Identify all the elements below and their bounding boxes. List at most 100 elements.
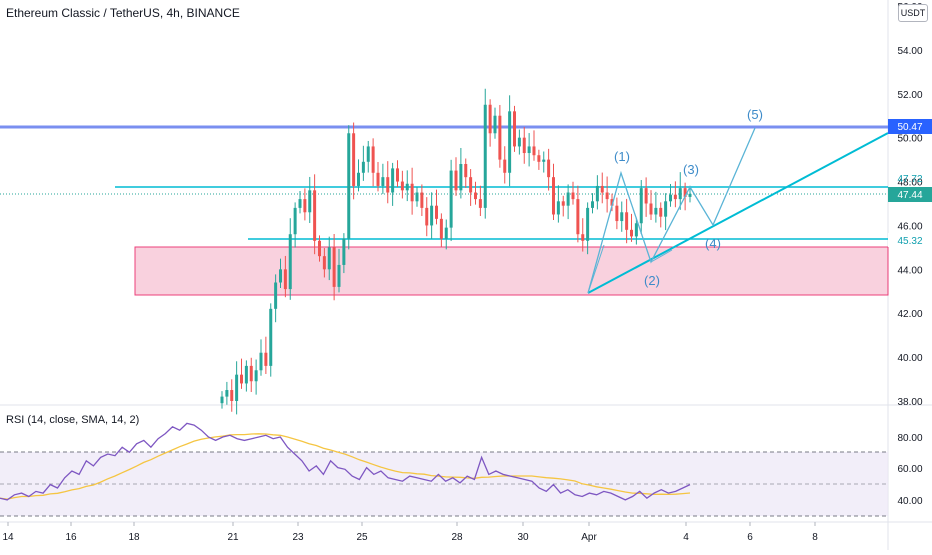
price-tick-label: 50.00: [897, 134, 922, 145]
candle-body: [517, 137, 521, 147]
candle-body: [552, 177, 555, 215]
rsi-sma-line: [0, 433, 691, 500]
currency-badge[interactable]: USDT: [898, 4, 928, 22]
candle-body: [391, 168, 395, 193]
time-axis[interactable]: 14 16 18 21 23 25 28 30 Apr 4 6 8: [2, 522, 818, 543]
candle-body: [474, 192, 477, 200]
elliott-wave-path[interactable]: [587, 127, 756, 294]
candle-body: [225, 390, 229, 397]
price-tick-label: 42.00: [897, 309, 922, 320]
price-tick-label: 44.00: [897, 265, 922, 276]
candle-body: [610, 199, 614, 206]
candle-body: [532, 146, 536, 156]
price-pane[interactable]: [0, 0, 888, 405]
candle-body: [342, 238, 346, 265]
candle-body: [503, 159, 507, 173]
price-marker-4744: 47.44: [888, 187, 932, 202]
rsi-indicator-title[interactable]: RSI (14, close, SMA, 14, 2): [6, 414, 140, 426]
ascending-trendline[interactable]: [587, 132, 889, 294]
time-tick-label: 23: [292, 532, 304, 543]
candle-body: [449, 170, 453, 228]
candle-body: [556, 201, 560, 215]
svg-text:47.44: 47.44: [897, 190, 922, 201]
candle-body: [337, 264, 341, 287]
time-tick-label: 21: [227, 532, 239, 543]
rsi-line: [0, 422, 691, 501]
candle-body: [235, 374, 239, 401]
wave-helper-2: [650, 249, 673, 263]
candles: [220, 88, 692, 415]
wave-label-4: (4): [705, 236, 721, 251]
price-tick-label: 52.00: [897, 90, 922, 101]
candle-body: [586, 207, 590, 241]
rsi-axis-label-40: 40.00: [897, 496, 922, 507]
candle-body: [498, 115, 502, 160]
candle-body: [634, 223, 638, 237]
candle-body: [371, 146, 375, 173]
price-tick-label: 40.00: [897, 353, 922, 364]
time-tick-label: 30: [517, 532, 529, 543]
candle-body: [547, 159, 551, 178]
candle-body: [332, 247, 336, 287]
time-tick-label: 16: [65, 532, 77, 543]
candle-body: [318, 240, 321, 257]
candle-body: [361, 161, 365, 173]
time-tick-label: 25: [356, 532, 368, 543]
price-axis[interactable]: 56.0054.0052.0050.0048.0046.0044.0042.00…: [897, 2, 922, 408]
candle-body: [615, 205, 619, 222]
price-marker-5047: 50.47: [888, 119, 932, 134]
candle-body: [264, 352, 268, 366]
price-marker-4532: 45.32: [888, 233, 932, 247]
candle-body: [625, 212, 629, 230]
candle-body: [664, 201, 668, 217]
candle-body: [678, 188, 682, 200]
candle-body: [420, 192, 424, 208]
wave-helper-1: [587, 244, 605, 294]
candle-body: [522, 137, 526, 154]
candle-body: [527, 146, 531, 154]
wave-label-3: (3): [683, 162, 699, 177]
candle-body: [352, 133, 356, 186]
candle-body: [415, 192, 419, 202]
candle-body: [381, 177, 385, 186]
candle-body: [298, 199, 302, 208]
candle-body: [347, 133, 351, 239]
candle-body: [508, 111, 512, 173]
candle-body: [376, 172, 380, 186]
price-tick-label: 38.00: [897, 397, 922, 408]
candle-body: [483, 104, 487, 208]
candle-body: [595, 185, 599, 202]
candle-body: [459, 164, 463, 191]
candle-body: [464, 164, 468, 178]
candle-body: [435, 205, 438, 219]
symbol-title[interactable]: Ethereum Classic / TetherUS, 4h, BINANCE: [6, 6, 240, 20]
candle-body: [493, 115, 497, 134]
candle-body: [313, 190, 317, 241]
svg-text:47.72: 47.72: [897, 174, 922, 185]
candle-body: [644, 188, 648, 204]
candle-body: [630, 229, 633, 237]
candle-body: [430, 205, 434, 226]
candle-body: [410, 183, 414, 202]
price-tick-label: 46.00: [897, 221, 922, 232]
candle-body: [244, 365, 248, 384]
candle-body: [542, 159, 546, 162]
candle-body: [425, 207, 429, 226]
candle-body: [400, 181, 404, 191]
candle-body: [454, 170, 458, 191]
candle-body: [683, 188, 687, 197]
candle-body: [566, 192, 570, 206]
candle-body: [386, 177, 390, 193]
candle-body: [303, 199, 307, 213]
candle-body: [357, 172, 360, 186]
candle-body: [600, 185, 604, 193]
candle-body: [561, 201, 565, 206]
candle-body: [688, 193, 692, 197]
candle-body: [240, 374, 243, 384]
support-zone[interactable]: [134, 246, 889, 296]
candle-body: [288, 234, 292, 290]
candle-body: [571, 192, 575, 200]
candle-body: [220, 396, 224, 404]
